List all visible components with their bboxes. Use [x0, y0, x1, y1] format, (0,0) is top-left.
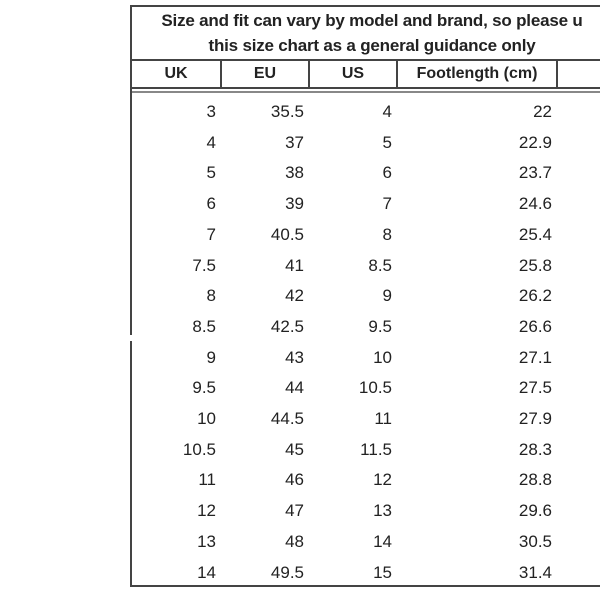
cell-uk: 10.5 — [182, 439, 216, 459]
cell-uk: 9.5 — [192, 378, 216, 398]
cell-us: 15 — [373, 562, 392, 582]
cell-footlength: 27.1 — [518, 347, 552, 367]
table-row: 9 43 10 27.1 — [132, 343, 600, 373]
cell-uk: 11 — [198, 470, 216, 490]
cell-uk: 6 — [206, 194, 216, 214]
table-row: 10.5 45 11.5 28.3 — [132, 435, 600, 465]
cell-uk: 5 — [206, 163, 216, 183]
table-row: 11 46 12 28.8 — [132, 465, 600, 495]
cell-us: 10.5 — [358, 378, 392, 398]
cell-us: 10 — [373, 347, 392, 367]
cell-footlength: 28.8 — [518, 470, 552, 490]
cell-footlength: 25.8 — [518, 255, 552, 275]
cell-us: 8 — [382, 224, 392, 244]
cell-eu: 42 — [285, 286, 304, 306]
cell-uk: 7 — [206, 224, 216, 244]
cell-footlength: 31.4 — [518, 562, 552, 582]
cell-eu: 37 — [285, 132, 304, 152]
cell-eu: 41 — [285, 255, 304, 275]
cell-us: 8.5 — [368, 255, 392, 275]
cell-footlength: 26.2 — [518, 286, 552, 306]
title-line-1: Size and fit can vary by model and brand… — [161, 11, 583, 30]
cell-us: 5 — [382, 132, 392, 152]
cell-eu: 39 — [285, 194, 304, 214]
cell-us: 11.5 — [360, 439, 392, 459]
cell-uk: 14 — [197, 562, 216, 582]
cell-us: 13 — [373, 501, 392, 521]
cell-uk: 13 — [197, 531, 216, 551]
cell-us: 9.5 — [368, 316, 392, 336]
table-row: 12 47 13 29.6 — [132, 496, 600, 526]
table-row: 8.5 42.5 9.5 26.6 — [132, 312, 600, 342]
cell-us: 7 — [382, 194, 392, 214]
table-row: 4 37 5 22.9 — [132, 128, 600, 158]
table-row: 7 40.5 8 25.4 — [132, 220, 600, 250]
table-row: 14 49.5 15 31.4 — [132, 558, 600, 588]
cell-uk: 9 — [206, 347, 216, 367]
header-extra — [558, 61, 600, 87]
table-title: Size and fit can vary by model and brand… — [132, 7, 600, 61]
cell-uk: 7.5 — [192, 255, 216, 275]
cell-eu: 46 — [285, 470, 304, 490]
header-double-rule — [132, 91, 600, 93]
cell-eu: 49.5 — [270, 562, 304, 582]
cell-footlength: 27.9 — [518, 409, 552, 428]
table-row: 9.5 44 10.5 27.5 — [132, 373, 600, 403]
cell-footlength: 24.6 — [518, 194, 552, 214]
cell-footlength: 27.5 — [518, 378, 552, 398]
cell-us: 14 — [373, 531, 392, 551]
cell-uk: 10 — [197, 409, 216, 428]
header-row: UK EU US Footlength (cm) — [132, 61, 600, 89]
cell-eu: 44 — [285, 378, 304, 398]
table-row: 3 35.5 4 22 — [132, 97, 600, 127]
table-row: 13 48 14 30.5 — [132, 527, 600, 557]
table-row: 10 44.5 11 27.9 — [132, 404, 600, 434]
cell-eu: 48 — [285, 531, 304, 551]
cell-us: 12 — [373, 470, 392, 490]
cell-eu: 38 — [285, 163, 304, 183]
cell-footlength: 29.6 — [518, 501, 552, 521]
table-row: 6 39 7 24.6 — [132, 189, 600, 219]
cell-us: 11 — [374, 409, 392, 428]
cell-uk: 4 — [206, 132, 216, 152]
cell-footlength: 30.5 — [518, 531, 552, 551]
cell-us: 4 — [382, 102, 392, 121]
size-chart-table: Size and fit can vary by model and brand… — [129, 5, 600, 588]
cell-footlength: 23.7 — [518, 163, 552, 183]
header-us: US — [310, 61, 398, 87]
cell-eu: 35.5 — [270, 102, 304, 121]
cell-uk: 3 — [206, 102, 216, 121]
table-row: 5 38 6 23.7 — [132, 158, 600, 188]
cell-us: 6 — [382, 163, 392, 183]
table-row: 8 42 9 26.2 — [132, 281, 600, 311]
cell-footlength: 28.3 — [518, 439, 552, 459]
cell-us: 9 — [382, 286, 392, 306]
cell-uk: 8.5 — [192, 316, 216, 336]
cell-eu: 40.5 — [270, 224, 304, 244]
cell-uk: 12 — [197, 501, 216, 521]
header-eu: EU — [222, 61, 310, 87]
cell-footlength: 26.6 — [518, 316, 552, 336]
cell-eu: 43 — [285, 347, 304, 367]
cell-uk: 8 — [206, 286, 216, 306]
cell-eu: 44.5 — [270, 409, 304, 428]
cell-eu: 42.5 — [270, 316, 304, 336]
title-line-2: this size chart as a general guidance on… — [208, 36, 536, 55]
border-gap — [129, 335, 133, 341]
cell-footlength: 25.4 — [518, 224, 552, 244]
cell-footlength: 22 — [533, 102, 552, 121]
header-footlength: Footlength (cm) — [398, 61, 558, 87]
cell-footlength: 22.9 — [518, 132, 552, 152]
header-uk: UK — [132, 61, 222, 87]
cell-eu: 45 — [285, 439, 304, 459]
cell-eu: 47 — [285, 501, 304, 521]
table-row: 7.5 41 8.5 25.8 — [132, 251, 600, 281]
